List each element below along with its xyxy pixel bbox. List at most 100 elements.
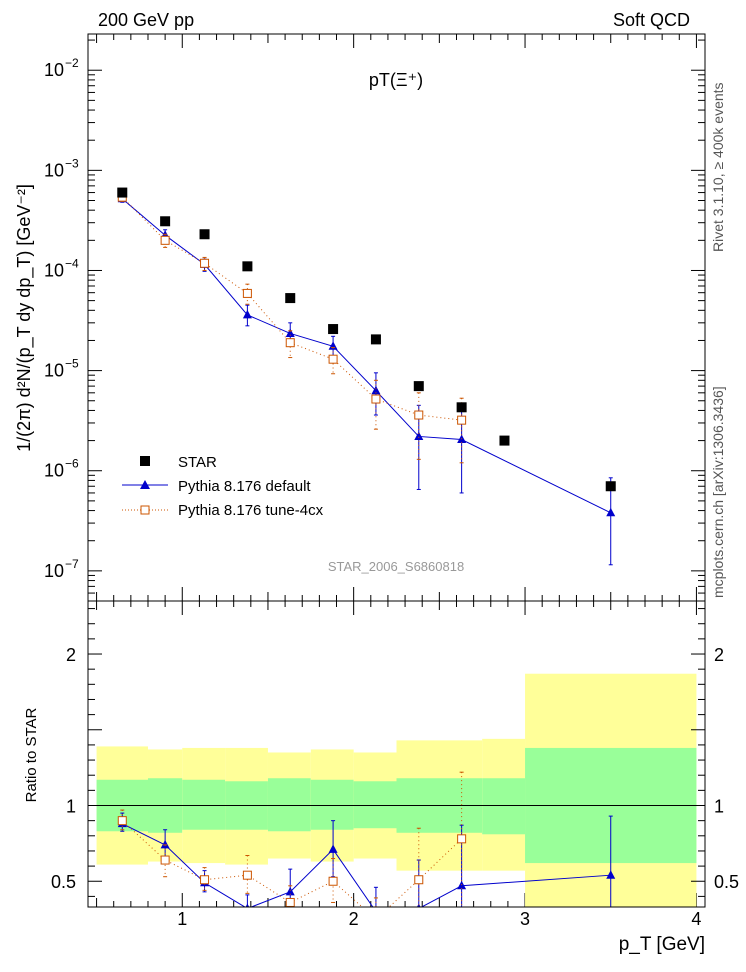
star-point <box>242 261 253 272</box>
ratio-ylabel-text: Ratio to STAR <box>23 707 40 802</box>
star-point <box>285 293 296 304</box>
ratio-y-tick-label-right: 0.5 <box>714 872 739 892</box>
ratio-panel: 0.5 0.5 1 1 2 2 1 2 3 4 Ratio to STAR p_T [GeV] <box>23 600 739 955</box>
x-tick-label: 2 <box>349 909 359 929</box>
pythia-tune-point <box>328 354 338 364</box>
main-panel: pT(Ξ⁺) STAR_2006_S6860818 10−710−610−510… <box>14 33 706 907</box>
ratio-series-layer <box>117 771 616 923</box>
ratio-y-tick-label: 0.5 <box>51 872 76 892</box>
ratio-y-axis-label: Ratio to STAR <box>23 707 40 802</box>
ratio-pythia-default-point <box>375 906 377 907</box>
x-tick-labels: 1 2 3 4 <box>177 909 701 929</box>
main-y-tick-labels: 10−710−610−510−410−310−2 <box>44 56 79 581</box>
ratio-pythia-default-point <box>416 903 421 907</box>
legend-marker-tune <box>140 505 150 515</box>
ratio-y-tick-label-right: 1 <box>714 797 724 817</box>
x-tick-label: 1 <box>177 909 187 929</box>
ratio-pythia-default-point <box>285 886 295 896</box>
star-point <box>160 216 171 227</box>
ratio-pythia-default-line <box>122 823 611 907</box>
ratio-y-tick-label-right: 2 <box>714 645 724 665</box>
star-point <box>199 229 210 240</box>
pythia-default-point <box>414 431 424 440</box>
header-right-label: Soft QCD <box>613 10 690 30</box>
star-point <box>499 435 510 446</box>
ratio-pythia-default-point <box>606 870 616 879</box>
main-y-tick-exponent: −2 <box>65 56 79 70</box>
ratio-pythia-tune-point <box>414 875 424 885</box>
ratio-pythia-tune-point <box>117 816 127 826</box>
main-y-tick-exponent: −3 <box>65 156 79 170</box>
star-point <box>456 402 467 413</box>
ratio-panel-frame <box>87 600 706 908</box>
main-y-tick-label: 10 <box>44 561 64 581</box>
pythia-tune-point <box>414 410 424 420</box>
pythia-tune-point <box>242 288 252 298</box>
side-label-source: mcplots.cern.ch [arXiv:1306.3436] <box>710 386 726 598</box>
pythia-default-point <box>606 507 616 517</box>
pythia-tune-point <box>160 235 170 245</box>
pythia-tune-point <box>371 394 381 404</box>
ratio-pythia-tune-point <box>242 870 252 880</box>
x-tick-label: 4 <box>691 909 701 929</box>
ratio-pythia-tune-point <box>285 897 295 907</box>
main-y-tick-exponent: −7 <box>65 557 79 571</box>
main-plot-title: pT(Ξ⁺) <box>369 70 423 90</box>
main-y-tick-label: 10 <box>44 361 64 381</box>
ratio-series-clip-group <box>117 771 616 923</box>
legend-marker-default <box>140 480 150 489</box>
ratio-y-tick-labels: 0.5 0.5 1 1 2 2 <box>51 645 739 892</box>
legend-entry-star: STAR <box>178 454 217 471</box>
ratio-y-tick-label: 2 <box>66 645 76 665</box>
x-tick-label: 3 <box>520 909 530 929</box>
ratio-pythia-tune-point <box>457 834 467 844</box>
main-series-layer <box>117 187 616 566</box>
pythia-default-point <box>328 341 338 350</box>
pythia-default-point <box>371 385 381 395</box>
ratio-band-inner <box>182 779 226 830</box>
analysis-id-label: STAR_2006_S6860818 <box>328 559 464 574</box>
ratio-y-tick-label: 1 <box>66 797 76 817</box>
main-y-axis-label: 1/(2π) d²N/(p_T dy dp_T) [GeV⁻²] <box>14 184 35 452</box>
side-label-version: Rivet 3.1.10, ≥ 400k events <box>710 82 726 252</box>
ratio-pythia-tune-point <box>200 875 210 885</box>
pythia-default-point <box>242 309 252 319</box>
pythia-tune-line <box>121 196 462 421</box>
star-point <box>605 481 616 492</box>
legend-entry-default: Pythia 8.176 default <box>178 478 311 495</box>
ratio-axis-ticks <box>88 608 705 897</box>
ratio-band-inner <box>482 778 526 835</box>
ratio-pythia-default-point <box>160 839 170 849</box>
main-y-tick-label: 10 <box>44 461 64 481</box>
pythia-default-line <box>121 198 611 514</box>
main-ylabel-text: 1/(2π) d²N/(p_T dy dp_T) [GeV⁻²] <box>14 184 35 452</box>
legend-marker-star <box>140 456 150 466</box>
legend-entry-tune: Pythia 8.176 tune-4cx <box>178 502 324 519</box>
pythia-default-point <box>285 328 295 337</box>
star-point <box>413 381 424 392</box>
ratio-pythia-tune-point <box>372 915 380 923</box>
header-left-label: 200 GeV pp <box>98 10 194 30</box>
ratio-bands <box>96 673 697 907</box>
ratio-pythia-tune-point <box>160 855 170 865</box>
ratio-band-inner <box>353 781 397 829</box>
star-point <box>117 187 128 198</box>
main-y-tick-label: 10 <box>44 160 64 180</box>
pythia-tune-point <box>285 338 295 348</box>
main-y-tick-exponent: −4 <box>65 256 79 270</box>
ratio-pythia-default-point <box>328 844 338 853</box>
main-y-tick-exponent: −5 <box>65 357 79 371</box>
star-point <box>370 334 381 345</box>
main-y-tick-label: 10 <box>44 60 64 80</box>
pythia-tune-point <box>200 258 210 268</box>
legend: STAR Pythia 8.176 default Pythia 8.176 t… <box>122 454 324 519</box>
ratio-band-inner <box>310 779 354 830</box>
main-y-tick-label: 10 <box>44 260 64 280</box>
ratio-pythia-tune-point <box>328 876 338 886</box>
pythia-tune-point <box>457 415 467 425</box>
ratio-pythia-default-point <box>245 903 250 907</box>
x-axis-label: p_T [GeV] <box>619 934 705 955</box>
ratio-band-inner <box>267 778 311 832</box>
star-point <box>328 324 339 335</box>
